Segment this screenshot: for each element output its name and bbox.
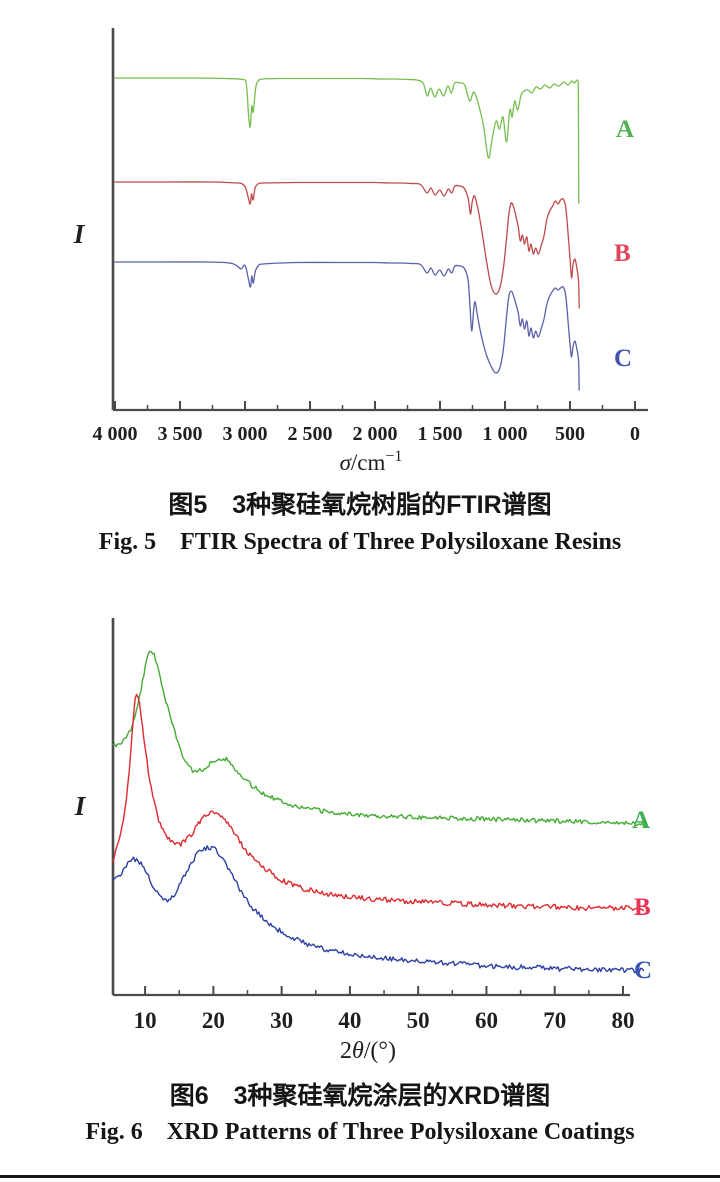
fig5-tick-label: 0: [630, 423, 640, 445]
fig6-caption-en: Fig. 6 XRD Patterns of Three Polysiloxan…: [85, 1119, 635, 1145]
fig6-tick-label: 60: [475, 1008, 498, 1033]
fig5-x-label-part: σ: [340, 450, 353, 475]
fig5-x-label: σ/cm−1: [340, 448, 403, 475]
fig6-plot: 10 20 30 40 50 60 70 80 2θ/(°) I A B C: [74, 618, 652, 1064]
fig5-tick-label: 4 000: [93, 423, 138, 445]
fig5-tick-label: 3 000: [223, 423, 268, 445]
fig5-tick-label: 2 000: [353, 423, 398, 445]
fig5-tick-label: 500: [555, 423, 585, 445]
fig5-tick-label: 1 000: [483, 423, 528, 445]
fig5-series-B-label: B: [614, 240, 631, 267]
fig6-tick-label: 10: [134, 1008, 157, 1033]
fig5-series-A-label: A: [616, 116, 634, 143]
fig6-tick-label: 20: [202, 1008, 225, 1033]
fig6-caption-zh: 图6 3种聚硅氧烷涂层的XRD谱图: [169, 1082, 551, 1110]
fig6-x-label-part: 2: [340, 1038, 352, 1064]
fig6-tick-label: 70: [543, 1008, 566, 1033]
fig5-series-B-curve: [114, 181, 580, 309]
fig5-series-A-curve: [114, 77, 580, 204]
fig5-tick-label: 3 500: [158, 423, 203, 445]
fig5-series-C-label: C: [614, 345, 632, 372]
fig6-y-label: I: [74, 791, 87, 821]
fig6-series-B-label: B: [634, 894, 651, 921]
fig6-series-B-curve: [112, 693, 645, 912]
fig5-series-C-curve: [114, 261, 580, 391]
fig6-series-C-label: C: [634, 957, 652, 984]
fig5-x-label-part: −1: [385, 448, 402, 465]
fig6-series-C-curve: [112, 845, 645, 974]
fig6-x-label-part: /(°): [364, 1038, 396, 1064]
fig5-plot: 4 000 3 500 3 000 2 500 2 000 1 500 1 000 500 0 σ…: [73, 28, 648, 475]
fig6-series-A-label: A: [632, 807, 650, 834]
fig6-x-label-part: θ: [352, 1038, 364, 1064]
fig5-caption-en: Fig. 5 FTIR Spectra of Three Polysiloxan…: [98, 529, 622, 555]
bottom-rule: [0, 1175, 720, 1178]
fig5-caption-zh: 图5 3种聚硅氧烷树脂的FTIR谱图: [168, 491, 552, 519]
fig6-tick-label: 80: [612, 1008, 635, 1033]
fig6-tick-label: 40: [338, 1008, 361, 1033]
fig5-x-label-part: /cm: [351, 450, 386, 475]
fig5-y-label: I: [73, 219, 86, 249]
fig6-tick-label: 50: [407, 1008, 430, 1033]
fig5-tick-label: 1 500: [418, 423, 463, 445]
fig6-tick-label: 30: [270, 1008, 293, 1033]
fig5-tick-label: 2 500: [288, 423, 333, 445]
fig6-series-A-curve: [112, 650, 645, 827]
fig6-x-label: 2θ/(°): [340, 1038, 396, 1064]
